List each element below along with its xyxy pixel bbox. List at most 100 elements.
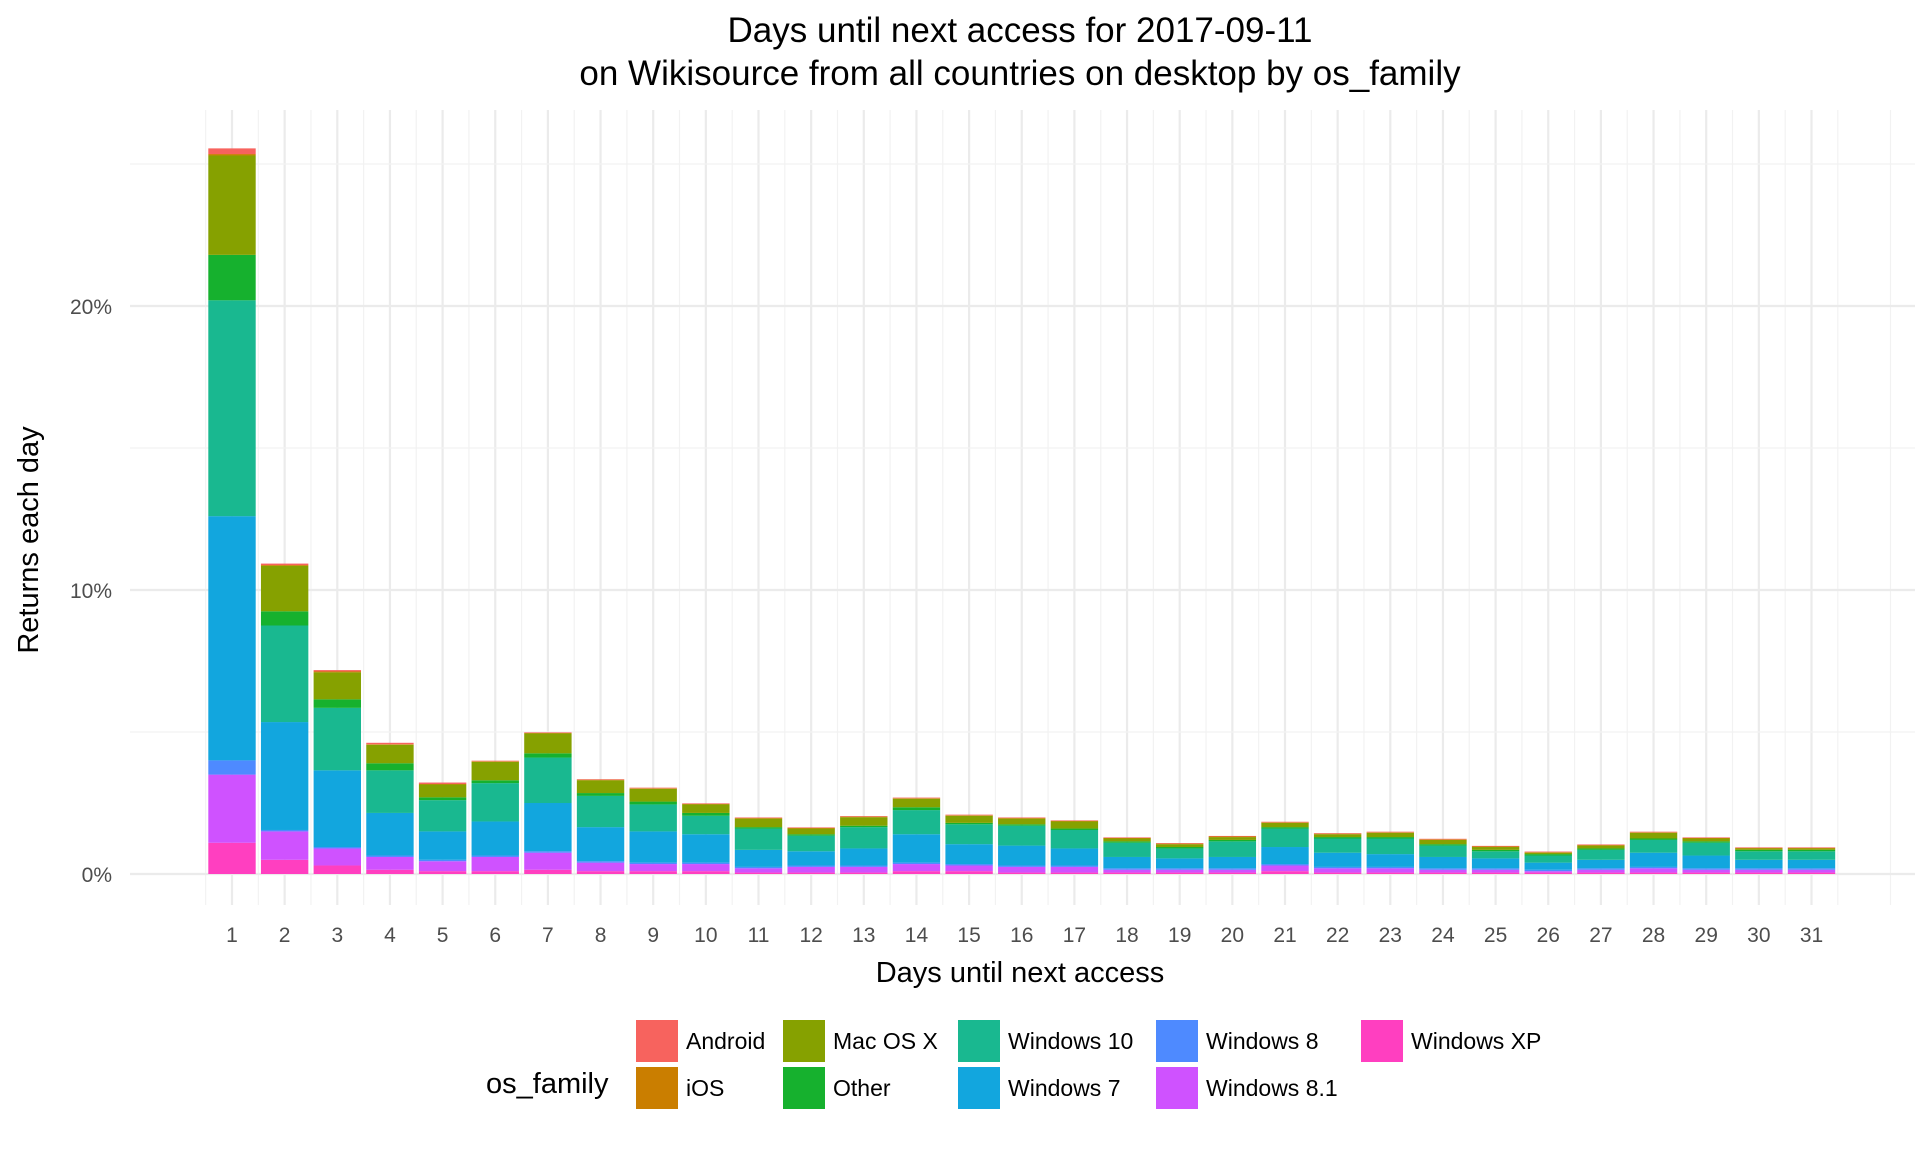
bar-segment [682, 815, 730, 835]
bar-segment [629, 804, 677, 832]
bar-segment [418, 782, 467, 784]
legend-label: Windows 7 [1008, 1075, 1120, 1101]
bar-segment [1629, 832, 1678, 833]
bar-segment [1313, 834, 1362, 838]
bar-segment [524, 852, 572, 870]
bar-segment [787, 827, 835, 828]
legend: os_family Android iOS Mac OS X Other Windows… [486, 1020, 1541, 1109]
bar-segment [1156, 843, 1204, 844]
x-tick-label: 13 [852, 924, 875, 947]
bar-segment [1787, 847, 1836, 849]
bar-segment [471, 871, 519, 874]
bar-segment [629, 788, 677, 789]
bar-segment [313, 707, 361, 771]
x-tick-label: 20 [1221, 924, 1244, 947]
bar-segment [1103, 841, 1151, 843]
bar-segment [682, 804, 730, 813]
bar-segment [734, 818, 783, 828]
x-tick-label: 7 [542, 924, 554, 947]
bar-segment [524, 732, 572, 734]
x-tick-label: 25 [1484, 924, 1507, 947]
bar-segment [682, 812, 730, 816]
bar-segment [1419, 872, 1467, 874]
bar-segment [1471, 845, 1520, 847]
bar-segment [1103, 869, 1151, 873]
bar-segment [787, 835, 835, 852]
bar-segment [1366, 831, 1414, 833]
bar-segment [1050, 821, 1099, 829]
bar-segment [471, 821, 519, 856]
bar-segment [787, 872, 835, 874]
x-tick-label: 11 [748, 924, 770, 947]
bar-segment [1471, 849, 1520, 852]
bar-segment [1103, 842, 1151, 857]
chart-subtitle: on Wikisource from all countries on desk… [579, 54, 1461, 93]
bar-segment [1629, 839, 1678, 853]
bar-segment [1787, 851, 1836, 860]
bar-segment [208, 154, 256, 156]
bar-segment [313, 770, 361, 848]
bar-segment [1261, 827, 1309, 829]
x-axis-title: Days until next access [876, 957, 1165, 989]
bar-segment [1261, 821, 1309, 823]
bar-segment [1366, 832, 1414, 838]
bar-segment [1524, 869, 1572, 872]
bar-segment [1366, 872, 1414, 874]
legend-label: Windows 8.1 [1206, 1075, 1338, 1101]
bar-segment [1208, 872, 1257, 874]
bar-segment [1577, 868, 1625, 870]
bar-segment [1156, 858, 1204, 869]
bar-segment [1524, 851, 1572, 853]
bar-segment [1577, 869, 1625, 873]
legend-label: Windows 10 [1008, 1028, 1133, 1054]
bar-segment [1313, 866, 1362, 869]
bar-segment [313, 865, 361, 874]
bar-segment [787, 865, 835, 867]
bar-segment [787, 851, 835, 866]
bar-segment [1471, 847, 1520, 850]
bar-segment [1682, 855, 1730, 869]
bar-segment [1366, 868, 1414, 873]
bar-segment [629, 864, 677, 872]
bar-segment [1156, 872, 1204, 874]
bar-segment [1471, 868, 1520, 870]
y-tick-label: 10% [70, 580, 112, 603]
bar-segment [734, 872, 783, 874]
bar-segment [366, 744, 414, 745]
bar-segment [260, 859, 309, 874]
bar-segment [1471, 858, 1520, 869]
bar-segment [1050, 848, 1099, 866]
bar-segment [1524, 854, 1572, 856]
bar-segment [313, 672, 361, 700]
x-tick-label: 28 [1642, 924, 1665, 947]
bar-segment [1313, 838, 1362, 853]
bar-segment [629, 788, 677, 802]
bar-segment [1261, 822, 1309, 823]
bar-segment [1419, 839, 1467, 845]
bar-segment [682, 834, 730, 863]
legend-label: Android [686, 1028, 765, 1054]
bar-segment [1735, 868, 1783, 870]
bar-segment [1682, 841, 1730, 843]
bar-segment [1682, 837, 1730, 839]
bar-segment [1629, 872, 1678, 874]
x-tick-label: 15 [957, 924, 980, 947]
y-axis-title: Returns each day [13, 426, 45, 654]
bar-segment [1261, 865, 1309, 872]
bar-segment [1629, 868, 1678, 873]
bar-segment [1735, 859, 1783, 869]
bar-segment [1735, 869, 1783, 873]
bar-segment [945, 844, 993, 865]
bar-segment [1735, 848, 1783, 850]
bar-segment [260, 829, 309, 832]
bar-segment [576, 871, 625, 874]
bar-segment [576, 795, 625, 828]
bar-segment [576, 780, 625, 794]
bar-segment [734, 866, 783, 869]
x-tick-label: 2 [279, 924, 291, 947]
x-tick-label: 12 [799, 924, 822, 947]
bar-segment [1419, 856, 1467, 869]
bar-segment [1629, 866, 1678, 869]
bar-segment [576, 793, 625, 796]
bar-segment [1419, 868, 1467, 870]
